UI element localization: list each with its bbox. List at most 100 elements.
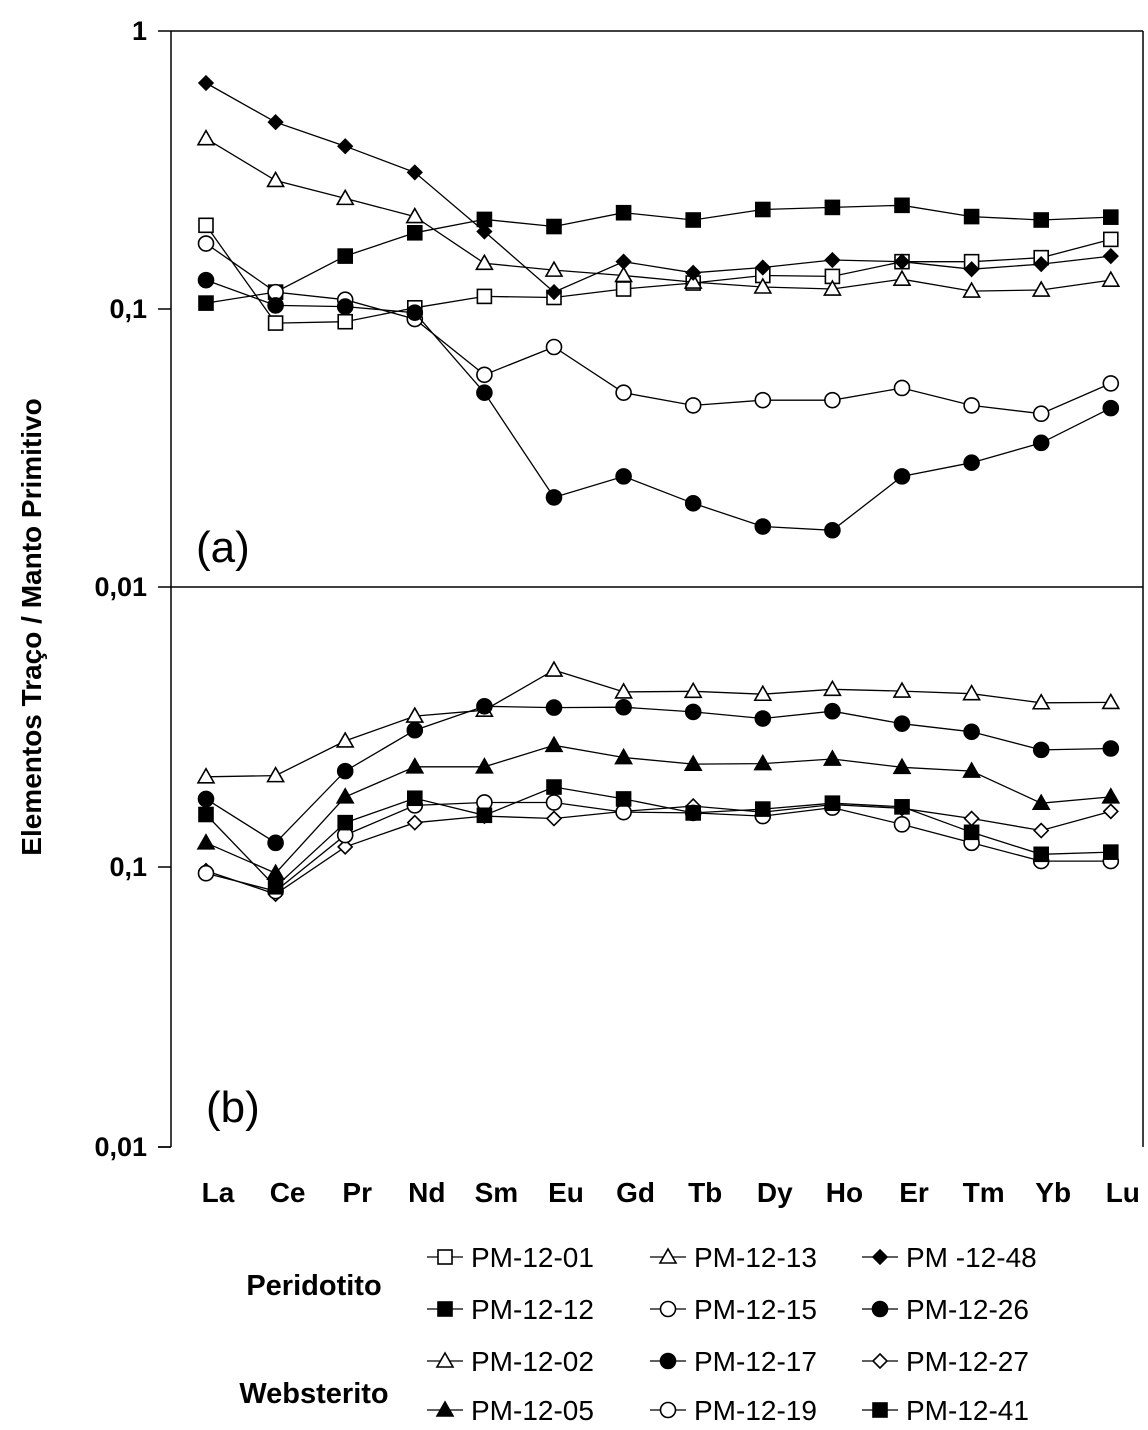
series-pm-12-19: [197, 794, 1120, 900]
data-point: [1031, 693, 1051, 710]
data-point: [267, 878, 284, 895]
series-line: [205, 82, 1111, 293]
legend-item: PM-12-12: [427, 1294, 594, 1325]
data-point: [1101, 270, 1121, 287]
legend-label: PM -12-48: [906, 1242, 1037, 1273]
data-point: [197, 235, 215, 252]
legend-group-label: Peridotito: [246, 1270, 381, 1302]
data-point: [267, 297, 284, 314]
data-point: [754, 801, 771, 817]
legend-item: PM-12-15: [650, 1294, 817, 1325]
data-point: [684, 495, 702, 512]
data-point: [545, 794, 563, 811]
legend-label: PM-12-19: [694, 1395, 817, 1426]
legend-item: PM-12-13: [650, 1242, 817, 1273]
data-point: [1102, 399, 1120, 417]
data-point: [685, 264, 702, 281]
data-point: [546, 218, 562, 235]
panel-label: (a): [196, 523, 250, 572]
data-point: [476, 223, 493, 240]
data-point: [544, 735, 564, 753]
legend-marker: [435, 1400, 455, 1417]
data-point: [545, 489, 563, 506]
data-point: [337, 814, 354, 831]
data-point: [1101, 787, 1121, 804]
data-point: [197, 790, 215, 808]
series-line: [205, 204, 1111, 304]
data-point: [198, 295, 214, 311]
series-pm-12-05: [196, 735, 1121, 881]
series-line: [205, 242, 1112, 415]
series-pm-12-17: [197, 697, 1120, 852]
x-tick-label: Nd: [408, 1177, 445, 1208]
data-point: [614, 682, 633, 699]
data-point: [266, 766, 285, 783]
data-point: [962, 684, 981, 701]
legend-marker: [659, 1401, 677, 1419]
data-point: [753, 277, 773, 294]
data-point: [893, 715, 911, 732]
data-point: [476, 211, 493, 228]
data-point: [614, 265, 633, 283]
data-point: [824, 795, 841, 811]
legend-label: PM-12-12: [471, 1294, 594, 1325]
data-point: [823, 679, 842, 697]
x-tick-label: Tm: [963, 1177, 1005, 1208]
data-point: [196, 833, 216, 850]
data-point: [824, 391, 841, 409]
legend-marker: [437, 1249, 453, 1265]
legend-label: PM-12-15: [694, 1294, 817, 1325]
data-point: [685, 212, 702, 228]
x-tick-label: Eu: [548, 1177, 584, 1208]
data-point: [1103, 231, 1119, 248]
data-point: [406, 164, 423, 181]
y-tick-label: 1: [132, 16, 147, 46]
data-point: [267, 315, 284, 331]
data-point: [335, 188, 355, 206]
legend-item: PM-12-27: [862, 1346, 1029, 1377]
legend-label: PM-12-17: [694, 1346, 817, 1377]
legend-item: PM -12-48: [862, 1242, 1037, 1273]
data-point: [1103, 209, 1119, 225]
series-line: [205, 669, 1111, 778]
y-tick-label: 0,01: [94, 572, 147, 602]
data-point: [405, 206, 425, 224]
data-point: [1102, 375, 1120, 392]
x-tick-label: Sm: [475, 1177, 519, 1208]
y-tick-label: 0,1: [109, 294, 147, 324]
y-tick-label: 0,01: [94, 1132, 147, 1162]
data-point: [196, 129, 216, 146]
data-point: [823, 279, 842, 296]
x-tick-label: Gd: [616, 1177, 655, 1208]
data-point: [962, 761, 981, 778]
legend-label: PM-12-13: [694, 1242, 817, 1273]
legend-marker: [871, 1248, 889, 1266]
data-point: [1032, 741, 1050, 759]
data-point: [754, 259, 771, 276]
data-point: [198, 217, 214, 234]
x-tick-label: Tb: [688, 1177, 722, 1208]
data-point: [685, 805, 702, 821]
legend-marker: [871, 1300, 889, 1318]
legend-item: PM-12-26: [862, 1294, 1029, 1325]
data-point: [406, 790, 423, 807]
data-point: [963, 454, 980, 471]
data-point: [963, 208, 980, 225]
data-point: [545, 283, 563, 301]
x-tick-label: Lu: [1106, 1177, 1140, 1208]
data-point: [753, 684, 773, 702]
series-line: [205, 801, 1111, 892]
data-point: [406, 224, 423, 241]
data-point: [336, 298, 354, 315]
data-point: [197, 74, 215, 92]
data-point: [754, 710, 772, 727]
series-pm-12-41: [198, 779, 1119, 895]
data-point: [615, 384, 632, 401]
series-pm-12-13: [196, 129, 1121, 298]
data-point: [1031, 280, 1051, 297]
data-point: [615, 204, 632, 221]
data-point: [892, 681, 912, 698]
legend-marker: [437, 1301, 453, 1317]
data-point: [683, 681, 703, 699]
